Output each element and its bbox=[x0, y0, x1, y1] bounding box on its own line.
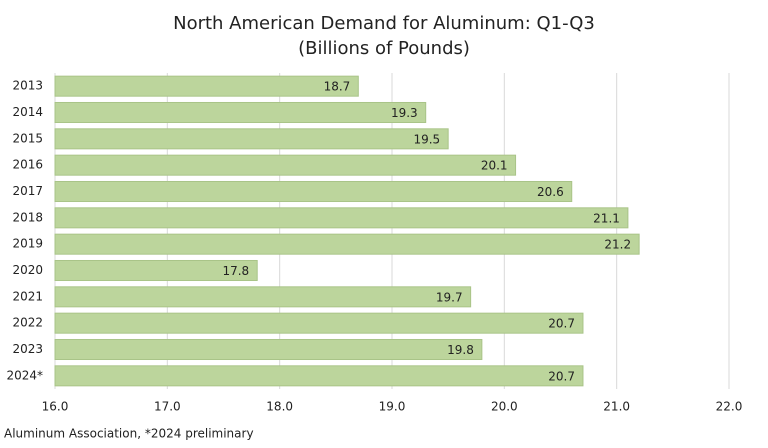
value-label: 21.2 bbox=[604, 238, 631, 252]
value-label: 20.1 bbox=[481, 159, 508, 173]
x-tick-label: 22.0 bbox=[716, 400, 743, 414]
y-tick-label: 2021 bbox=[12, 289, 43, 303]
value-label: 20.6 bbox=[537, 185, 564, 199]
value-label: 18.7 bbox=[324, 80, 351, 94]
bar bbox=[54, 101, 427, 124]
y-tick-label: 2015 bbox=[12, 131, 43, 145]
y-tick-label: 2013 bbox=[12, 79, 43, 93]
bar bbox=[54, 233, 640, 255]
y-tick-label: 2017 bbox=[12, 184, 43, 198]
value-label: 19.3 bbox=[391, 106, 418, 120]
bar bbox=[54, 154, 517, 176]
x-tick-label: 20.0 bbox=[491, 400, 518, 414]
value-label: 20.7 bbox=[548, 317, 575, 331]
value-label: 17.8 bbox=[222, 264, 249, 278]
y-tick-label: 2014 bbox=[12, 105, 43, 119]
y-tick-label: 2024* bbox=[6, 368, 43, 382]
value-label: 20.7 bbox=[548, 369, 575, 383]
y-tick-label: 2016 bbox=[12, 158, 43, 172]
x-tick-label: 17.0 bbox=[154, 400, 181, 414]
value-label: 19.7 bbox=[436, 290, 463, 304]
chart-subtitle: (Billions of Pounds) bbox=[298, 38, 470, 59]
y-tick-label: 2022 bbox=[12, 316, 43, 330]
bar bbox=[54, 128, 449, 150]
y-tick-label: 2023 bbox=[12, 342, 43, 356]
source-note: Aluminum Association, *2024 preliminary bbox=[4, 427, 254, 441]
value-label: 21.1 bbox=[593, 211, 620, 225]
x-tick-label: 19.0 bbox=[379, 400, 406, 414]
bar bbox=[54, 180, 573, 203]
bar bbox=[54, 338, 483, 361]
bar bbox=[54, 365, 584, 387]
bar bbox=[54, 312, 584, 334]
bar bbox=[54, 207, 629, 229]
bar bbox=[54, 75, 359, 97]
value-label: 19.8 bbox=[447, 343, 474, 357]
y-tick-label: 2018 bbox=[12, 210, 43, 224]
y-tick-label: 2020 bbox=[12, 263, 43, 277]
chart-title: North American Demand for Aluminum: Q1-Q… bbox=[173, 13, 595, 34]
x-tick-label: 16.0 bbox=[42, 400, 69, 414]
bar bbox=[54, 259, 258, 282]
bar bbox=[54, 286, 472, 308]
y-tick-label: 2019 bbox=[12, 237, 43, 251]
x-tick-label: 18.0 bbox=[266, 400, 293, 414]
x-tick-label: 21.0 bbox=[603, 400, 630, 414]
value-label: 19.5 bbox=[413, 132, 440, 146]
